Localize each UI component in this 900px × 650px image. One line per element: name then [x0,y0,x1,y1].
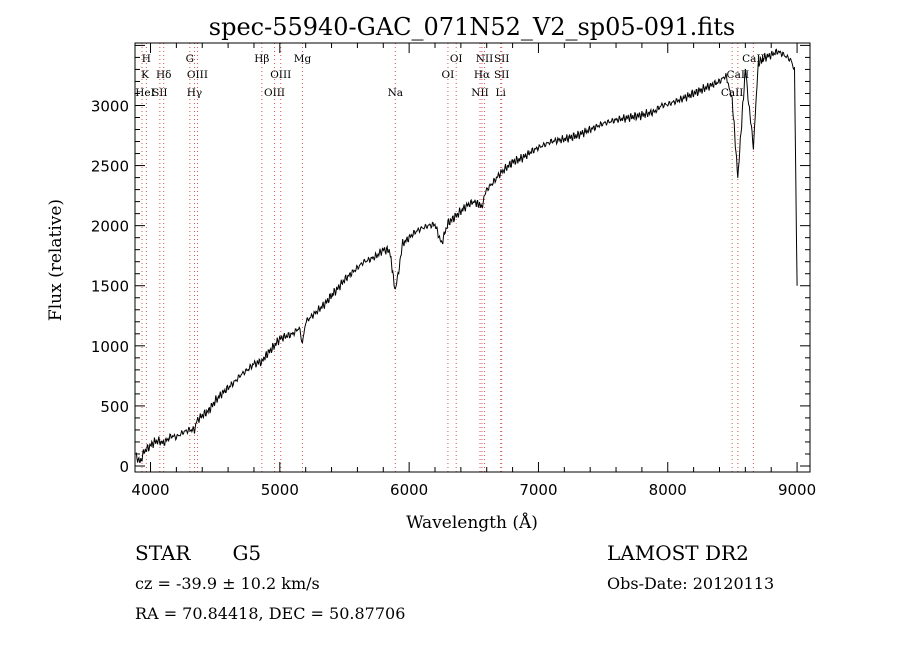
line-label: G [186,53,194,65]
line-label: SII [152,87,168,99]
x-tick-label: 4000 [131,481,169,499]
line-label: Hβ [254,53,269,65]
line-label: HeI [135,87,155,99]
line-label: NII [471,87,488,99]
spectrum-line [135,48,798,463]
y-tick-label: 2500 [91,158,129,176]
line-label: OIII [270,69,291,81]
line-label: Mg [294,53,312,65]
line-label: CaII [727,69,750,81]
line-label: NII [476,53,493,65]
y-tick-label: 3000 [91,97,129,115]
object-type: STAR [135,541,191,565]
obs-date: Obs-Date: 20120113 [607,574,775,593]
line-label: Na [388,87,403,99]
y-tick-label: 1000 [91,338,129,356]
line-label: OI [442,69,455,81]
line-label: H [142,53,151,65]
line-label: Hγ [187,87,202,99]
line-label: Li [496,87,507,99]
y-axis-label: Flux (relative) [46,199,66,321]
line-label: OIII [187,69,208,81]
y-axis: 0 500 1000 1500 2000 2500 3000 [91,44,810,476]
line-label: SII [494,69,510,81]
x-tick-label: 9000 [778,481,816,499]
x-tick-label: 5000 [261,481,299,499]
y-tick-label: 1500 [91,278,129,296]
x-axis: 4000 5000 6000 7000 8000 9000 [131,43,816,499]
plot-frame [134,42,811,473]
x-tick-label: 6000 [390,481,428,499]
line-label: CaII [742,53,765,65]
y-tick-label: 0 [119,458,129,476]
object-class: STAR G5 [135,541,261,565]
chart-title: spec-55940-GAC_071N52_V2_sp05-091.fits [209,13,735,41]
object-subclass: G5 [232,541,262,565]
coordinates: RA = 70.84418, DEC = 50.87706 [135,604,406,623]
y-tick-label: 2000 [91,218,129,236]
line-label: SII [494,53,510,65]
x-axis-label: Wavelength (Å) [406,512,538,533]
line-label: OI [450,53,463,65]
redshift-text: cz = -39.9 ± 10.2 km/s [135,574,320,593]
line-label: Hδ [156,69,171,81]
line-label: CaII [721,87,744,99]
spectral-line-markers: HeIKHSIIHδGHγOIIIHβOIIIOIIIMgNaOIOINIIHα… [135,43,765,472]
survey-name: LAMOST DR2 [607,541,749,565]
line-label: Hα [474,69,490,81]
x-tick-label: 7000 [519,481,557,499]
line-label: K [141,69,149,81]
x-tick-label: 8000 [649,481,687,499]
y-tick-label: 500 [100,398,129,416]
line-label: OIII [264,87,285,99]
